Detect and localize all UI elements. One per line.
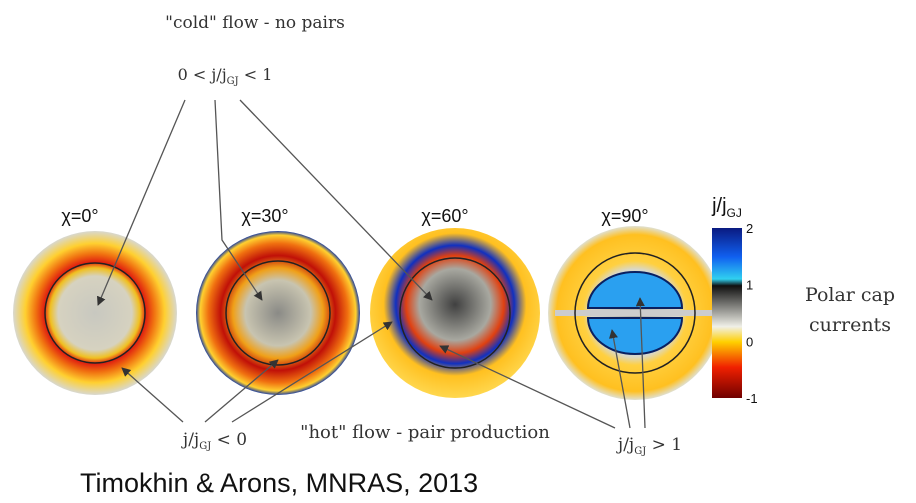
arrows xyxy=(97,99,646,429)
text: > 1 xyxy=(646,435,682,455)
colorbar-tick-label: 2 xyxy=(746,221,753,236)
arrow xyxy=(214,99,263,301)
subscript: GJ xyxy=(199,441,211,452)
annotation: j/jGJ < 0 xyxy=(181,430,247,452)
arrow xyxy=(204,359,279,423)
panel: χ=90° xyxy=(548,206,722,400)
condition: 0 < j/jGJ < 1 xyxy=(178,65,273,87)
colorbar-tick-label: -1 xyxy=(746,391,758,406)
panel: χ=0° xyxy=(13,206,177,395)
ring xyxy=(574,252,696,374)
panel-label: χ=0° xyxy=(61,206,98,226)
colorbar-tick-label: 0 xyxy=(746,334,753,349)
side-label: Polar cap currents xyxy=(805,284,895,336)
annotation: "hot" flow - pair production xyxy=(300,422,550,443)
polar-cap xyxy=(370,228,540,398)
subscript: GJ xyxy=(227,76,239,87)
colorbar-ticks: 2 1 0 -1 xyxy=(746,221,758,406)
text: < 0 xyxy=(211,430,247,450)
panel-label: χ=90° xyxy=(601,206,648,226)
blue-region xyxy=(586,317,684,355)
panel-label: χ=30° xyxy=(241,206,288,226)
subscript: GJ xyxy=(634,446,646,457)
ring xyxy=(44,262,146,364)
colorbar: j/jGJ 2 1 0 -1 xyxy=(711,195,757,406)
line: Polar cap xyxy=(805,284,895,306)
text: j/j xyxy=(181,430,199,450)
polar-cap xyxy=(13,231,177,395)
arrow xyxy=(97,99,186,306)
panel: χ=60° xyxy=(370,206,540,398)
colorbar-tick-label: 1 xyxy=(746,278,753,293)
annotation: j/jGJ > 1 xyxy=(616,435,682,457)
arrow xyxy=(609,329,631,429)
arrow xyxy=(121,367,184,423)
header-title: "cold" flow - no pairs xyxy=(165,13,345,33)
text: j/j xyxy=(616,435,634,455)
arrow xyxy=(239,99,433,301)
blue-region xyxy=(586,271,684,309)
citation: Timokhin & Arons, MNRAS, 2013 xyxy=(80,468,478,498)
text: 0 < j/j xyxy=(178,65,227,84)
ring xyxy=(399,257,511,369)
line: currents xyxy=(809,314,891,336)
arrow xyxy=(439,345,616,429)
arrow xyxy=(231,321,393,423)
colorbar-scale xyxy=(712,228,742,398)
panel-label: χ=60° xyxy=(421,206,468,226)
polar-cap xyxy=(196,231,360,395)
panel: χ=30° xyxy=(196,206,360,395)
colorbar-title: j/jGJ xyxy=(711,195,742,220)
subscript: GJ xyxy=(727,206,742,220)
arrow xyxy=(635,297,646,429)
text: < 1 xyxy=(239,65,273,84)
text: j/j xyxy=(711,195,726,217)
